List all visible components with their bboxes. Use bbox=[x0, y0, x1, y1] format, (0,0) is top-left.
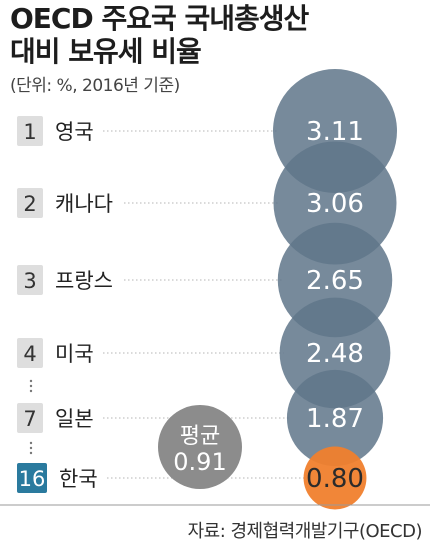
rank-number: 2 bbox=[23, 192, 36, 216]
gap-dot bbox=[29, 389, 33, 393]
country-label: 한국 bbox=[59, 467, 98, 491]
rank-number: 1 bbox=[23, 120, 36, 144]
title-line-1: OECD 주요국 국내총생산 bbox=[10, 2, 309, 35]
row-labels: 1 영국 2 캐나다 3 프랑스 4 미국 7 일본 16 한국 bbox=[17, 116, 113, 493]
rank-number: 16 bbox=[19, 467, 46, 491]
rank-number: 3 bbox=[23, 269, 36, 293]
source-note: 자료: 경제협력개발기구(OECD) bbox=[187, 521, 423, 542]
rank-box bbox=[17, 403, 43, 433]
subtitle: (단위: %, 2016년 기준) bbox=[10, 76, 180, 96]
rank-box bbox=[17, 463, 47, 493]
country-label: 프랑스 bbox=[55, 269, 113, 293]
average-bubble bbox=[158, 405, 242, 489]
value-label: 0.80 bbox=[306, 464, 364, 494]
value-label: 2.48 bbox=[306, 339, 364, 369]
gap-dot bbox=[29, 451, 33, 455]
gap-dot bbox=[29, 379, 33, 383]
rank-box bbox=[17, 265, 43, 295]
country-label: 미국 bbox=[55, 342, 94, 366]
average-value: 0.91 bbox=[173, 448, 226, 476]
country-label: 영국 bbox=[55, 120, 94, 144]
value-label: 3.06 bbox=[306, 189, 364, 219]
page-title: OECD 주요국 국내총생산 대비 보유세 비율 bbox=[10, 2, 309, 68]
country-label: 일본 bbox=[55, 407, 94, 431]
gap-dot bbox=[29, 441, 33, 445]
rank-box bbox=[17, 116, 43, 146]
rank-number: 4 bbox=[23, 342, 36, 366]
rank-number: 7 bbox=[23, 407, 36, 431]
gap-dot bbox=[29, 446, 33, 450]
value-label: 2.65 bbox=[306, 266, 364, 296]
gap-dot bbox=[29, 384, 33, 388]
value-label: 1.87 bbox=[306, 404, 364, 434]
rank-box bbox=[17, 188, 43, 218]
rank-box bbox=[17, 338, 43, 368]
country-label: 캐나다 bbox=[55, 192, 113, 216]
average-label: 평균 bbox=[180, 424, 220, 449]
bubble bbox=[303, 446, 367, 510]
title-line-2: 대비 보유세 비율 bbox=[10, 35, 202, 68]
bubble bbox=[286, 369, 384, 467]
